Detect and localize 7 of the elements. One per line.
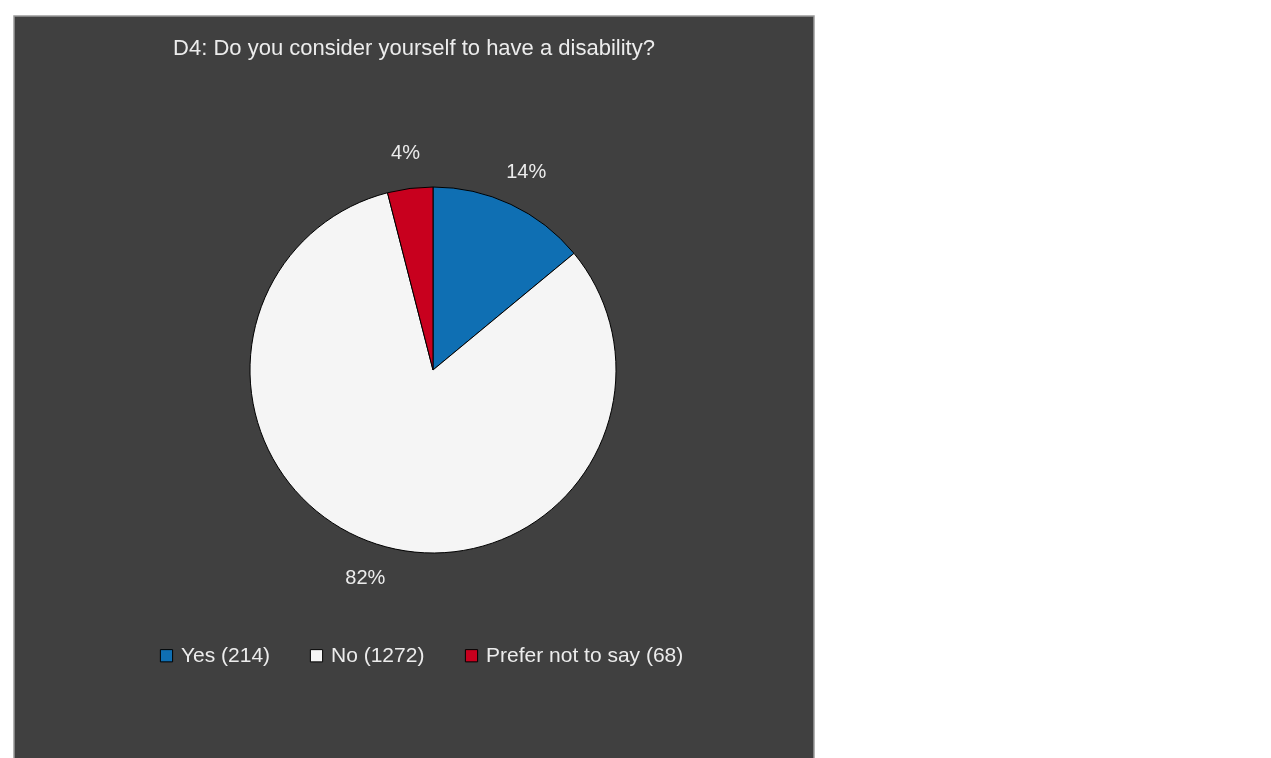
data-label: 14% [506, 159, 547, 182]
legend-label: No (1272) [331, 642, 425, 666]
data-label: 82% [345, 566, 386, 589]
data-label: 4% [391, 140, 421, 163]
legend-label: Yes (214) [181, 642, 271, 666]
legend-label: Prefer not to say (68) [486, 642, 684, 666]
chart-title: D4: Do you consider yourself to have a disability? [173, 35, 655, 60]
